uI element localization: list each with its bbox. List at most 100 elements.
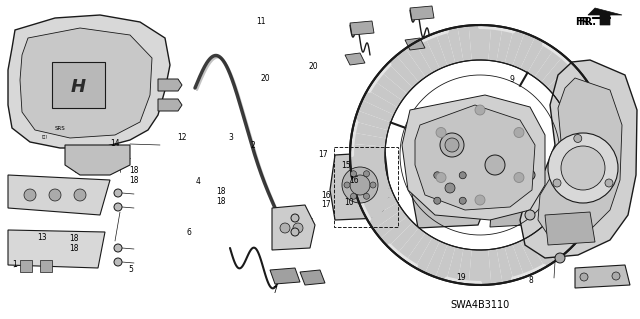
Wedge shape [446,27,463,63]
Wedge shape [563,195,598,220]
Wedge shape [436,29,456,66]
Wedge shape [396,228,426,262]
Text: 2: 2 [250,141,255,150]
Wedge shape [388,56,419,88]
Text: 5: 5 [129,265,134,274]
Polygon shape [575,265,630,288]
Text: 3: 3 [228,133,233,142]
Wedge shape [527,233,555,268]
Circle shape [351,193,356,199]
Wedge shape [458,26,472,62]
Circle shape [475,105,485,115]
Circle shape [436,173,446,182]
Wedge shape [566,100,602,122]
Circle shape [364,171,369,177]
Circle shape [580,273,588,281]
Circle shape [548,133,618,203]
Circle shape [514,173,524,182]
Wedge shape [563,90,598,115]
Wedge shape [541,56,572,88]
Circle shape [364,193,369,199]
Wedge shape [352,172,388,189]
Wedge shape [497,247,514,283]
Text: 18: 18 [216,187,225,196]
Circle shape [525,170,535,180]
Text: 16: 16 [349,176,359,185]
Wedge shape [351,132,387,147]
Wedge shape [573,132,609,147]
Wedge shape [480,250,492,285]
Text: 18: 18 [130,166,139,175]
Wedge shape [566,188,602,210]
Circle shape [434,172,441,179]
Circle shape [460,197,466,204]
Wedge shape [504,244,524,281]
Text: 4: 4 [196,177,201,186]
Wedge shape [388,222,419,255]
Circle shape [74,189,86,201]
Wedge shape [513,33,535,69]
Circle shape [475,195,485,205]
Wedge shape [480,25,492,60]
Polygon shape [65,145,130,175]
Wedge shape [547,63,580,94]
Polygon shape [415,105,535,210]
Wedge shape [558,80,593,108]
Text: 15: 15 [340,161,351,170]
Polygon shape [300,270,325,285]
Wedge shape [436,244,456,281]
Text: 18: 18 [130,176,139,185]
Wedge shape [380,63,413,94]
Text: 1: 1 [12,260,17,269]
Wedge shape [355,180,391,199]
Circle shape [114,203,122,211]
Wedge shape [468,250,480,285]
Text: SRS: SRS [54,125,65,130]
Polygon shape [545,212,595,245]
Wedge shape [558,203,593,230]
Polygon shape [158,99,182,111]
Circle shape [605,179,613,187]
Text: 18: 18 [69,234,78,243]
Polygon shape [410,6,434,20]
Circle shape [434,197,441,204]
Wedge shape [541,222,572,255]
Wedge shape [405,233,433,268]
Polygon shape [270,268,300,284]
Text: 18: 18 [69,244,78,253]
Wedge shape [352,121,388,138]
Wedge shape [488,249,502,285]
Text: 13: 13 [36,233,47,242]
Wedge shape [572,121,608,138]
Wedge shape [458,249,472,285]
Wedge shape [367,203,402,230]
Wedge shape [425,241,447,277]
Circle shape [291,228,299,236]
Polygon shape [345,53,365,65]
Circle shape [574,134,582,143]
Circle shape [445,183,455,193]
Wedge shape [497,27,514,63]
Text: 17: 17 [318,150,328,159]
Circle shape [485,155,505,175]
Polygon shape [40,260,52,272]
Circle shape [460,172,466,179]
Polygon shape [490,198,525,227]
Wedge shape [425,33,447,69]
Circle shape [514,128,524,137]
Wedge shape [534,228,564,262]
Wedge shape [575,144,610,155]
Wedge shape [569,180,605,199]
Wedge shape [504,29,524,66]
Polygon shape [350,21,374,35]
Polygon shape [272,205,315,250]
Text: 16: 16 [321,191,332,200]
Circle shape [553,179,561,187]
Wedge shape [358,188,394,210]
Polygon shape [20,260,32,272]
Wedge shape [362,195,397,220]
Text: 20: 20 [260,74,271,83]
Wedge shape [380,216,413,247]
Text: 10: 10 [344,198,354,207]
Circle shape [350,175,370,195]
